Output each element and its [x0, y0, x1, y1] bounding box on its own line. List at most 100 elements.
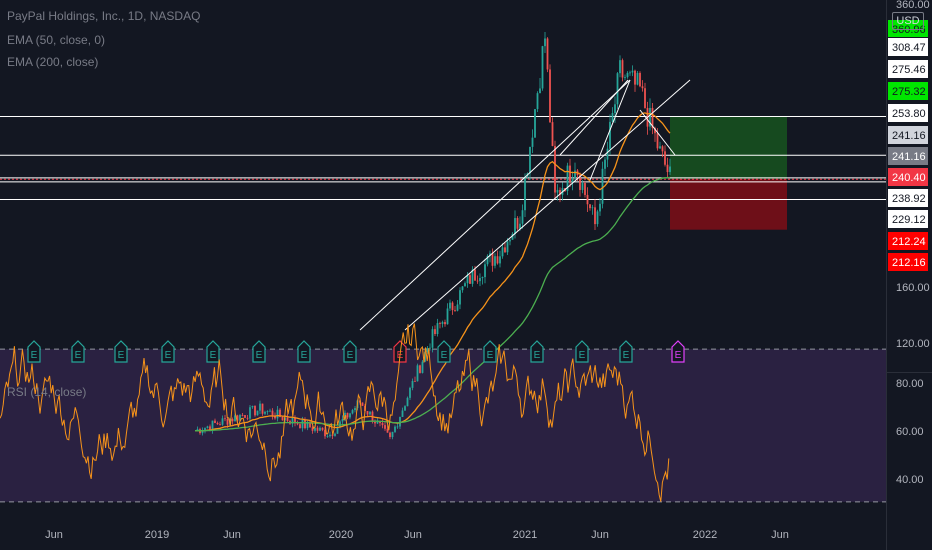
- candle-body: [306, 421, 309, 429]
- candle-body: [506, 241, 509, 253]
- candle-body: [534, 109, 536, 138]
- price-label-text: 241.16: [892, 151, 926, 163]
- candle-body: [276, 409, 279, 419]
- candle-body: [511, 233, 514, 240]
- price-label-text: 212.24: [892, 236, 926, 248]
- candle-body: [501, 247, 504, 257]
- trend-line: [639, 109, 676, 156]
- candle-body: [651, 107, 654, 129]
- candle-body: [381, 423, 384, 426]
- candle-body: [604, 159, 606, 169]
- candle-body: [431, 329, 434, 348]
- candle-body: [339, 421, 341, 428]
- candle-body: [266, 411, 269, 413]
- earnings-marker: [71, 340, 85, 363]
- earnings-marker-label: E: [675, 350, 682, 361]
- earnings-marker: [114, 340, 128, 363]
- candle-body: [396, 426, 399, 428]
- price-label-text: 212.16: [892, 257, 926, 269]
- candle-body: [374, 421, 376, 424]
- candle-body: [236, 415, 239, 421]
- candle-body: [434, 329, 436, 334]
- symbol-title[interactable]: PayPal Holdings, Inc., 1D, NASDAQ: [7, 9, 201, 23]
- candle-body: [241, 415, 244, 416]
- candle-body: [556, 189, 559, 193]
- candle-body: [206, 426, 209, 428]
- candle-body: [596, 211, 599, 225]
- candle-body: [496, 256, 499, 264]
- candle-body: [606, 148, 609, 160]
- candle-body: [331, 434, 334, 436]
- candle-body: [321, 427, 324, 430]
- earnings-marker-label: E: [75, 350, 82, 361]
- earnings-marker: [619, 340, 633, 363]
- candle-body: [429, 347, 431, 349]
- candle-body: [376, 420, 379, 424]
- candle-body: [464, 283, 466, 287]
- candle-body: [329, 434, 331, 437]
- rsi-tick: 40.00: [896, 474, 924, 486]
- time-axis-label: 2020: [329, 529, 353, 541]
- price-label-text: 229.12: [892, 214, 926, 226]
- candle-body: [621, 60, 624, 78]
- earnings-marker-label: E: [347, 350, 354, 361]
- candle-body: [449, 302, 451, 309]
- candle-body: [631, 70, 634, 73]
- candle-body: [489, 253, 491, 256]
- candle-body: [224, 418, 226, 420]
- candle-body: [521, 210, 524, 224]
- candle-body: [536, 93, 539, 110]
- profit-zone: [670, 116, 787, 180]
- price-label-text: 275.46: [892, 64, 926, 76]
- candle-body: [291, 417, 294, 424]
- candle-body: [601, 168, 604, 204]
- ema200-legend[interactable]: EMA (200, close): [7, 55, 99, 69]
- price-label: [888, 210, 928, 228]
- rsi-legend[interactable]: RSI (14, close): [7, 385, 87, 399]
- candle-body: [654, 128, 656, 134]
- candle-body: [221, 418, 224, 425]
- candle-body: [249, 407, 251, 419]
- time-axis-label: Jun: [404, 529, 422, 541]
- earnings-marker-label: E: [165, 350, 172, 361]
- candle-body: [301, 419, 304, 429]
- candle-body: [296, 423, 299, 425]
- candle-body: [259, 403, 261, 411]
- price-label-text: 308.47: [892, 42, 926, 54]
- candle-body: [239, 415, 241, 421]
- rsi-tick: 80.00: [896, 378, 924, 390]
- candle-body: [551, 122, 554, 146]
- candle-body: [264, 411, 266, 414]
- price-tick: 120.00: [896, 338, 930, 350]
- price-label-text: 241.16: [892, 130, 926, 142]
- candle-body: [474, 269, 476, 281]
- candle-body: [219, 424, 221, 425]
- candle-body: [614, 104, 616, 113]
- candle-body: [544, 38, 546, 47]
- earnings-marker: [575, 340, 589, 363]
- candle-body: [441, 322, 444, 324]
- price-label: [888, 168, 928, 186]
- candle-body: [529, 146, 531, 174]
- earnings-marker: [297, 340, 311, 363]
- ema50-legend[interactable]: EMA (50, close, 0): [7, 33, 106, 47]
- candle-body: [386, 428, 389, 433]
- earnings-marker-label: E: [301, 350, 308, 361]
- time-axis-label: 2022: [693, 529, 717, 541]
- candle-body: [451, 302, 454, 311]
- candle-body: [286, 417, 289, 421]
- candle-body: [251, 406, 254, 408]
- candle-body: [524, 176, 526, 211]
- candle-body: [226, 418, 229, 425]
- candle-body: [669, 166, 671, 173]
- trend-line: [359, 79, 631, 331]
- candle-body: [379, 420, 381, 424]
- candle-body: [634, 70, 636, 85]
- currency-button[interactable]: USD: [892, 12, 924, 30]
- candle-body: [509, 239, 511, 242]
- price-label: [888, 82, 928, 100]
- earnings-marker-label: E: [623, 350, 630, 361]
- price-label: [888, 232, 928, 250]
